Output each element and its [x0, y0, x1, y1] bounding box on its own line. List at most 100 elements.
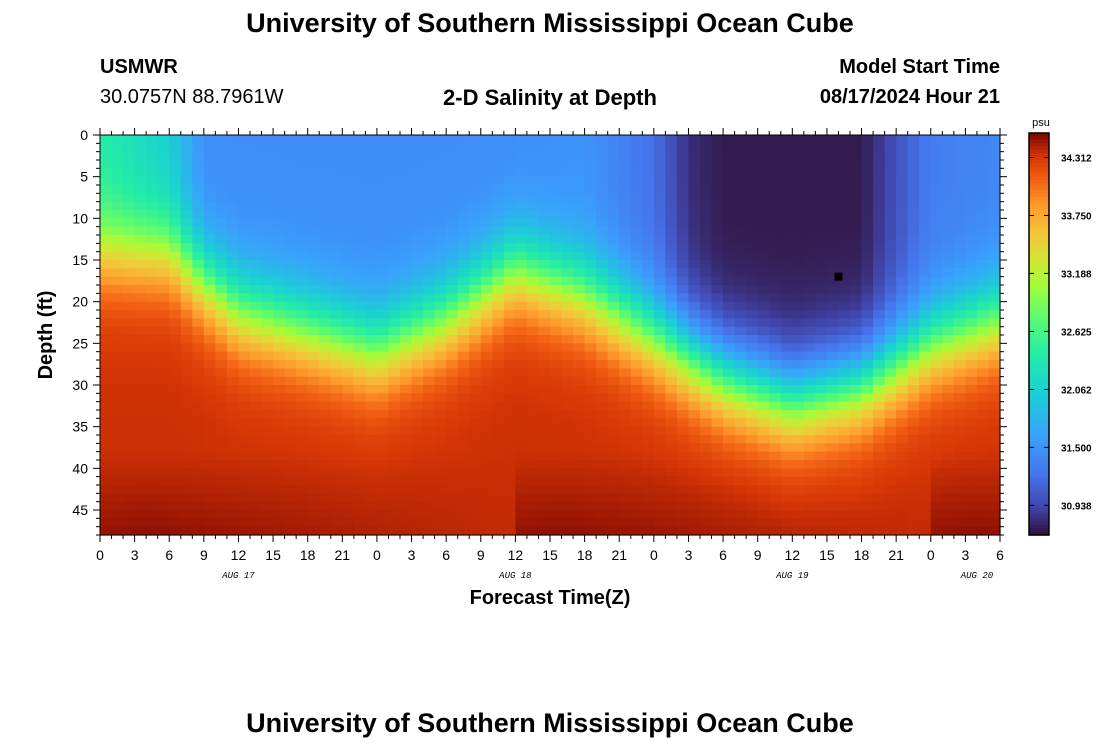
heatmap-cell — [446, 385, 459, 394]
colorbar-segment — [1029, 528, 1049, 533]
heatmap-cell — [642, 243, 655, 253]
heatmap-cell — [780, 351, 793, 361]
heatmap-cell — [861, 185, 874, 194]
heatmap-cell — [700, 418, 713, 428]
heatmap-cell — [930, 343, 943, 353]
heatmap-cell — [538, 310, 551, 319]
heatmap-cell — [169, 260, 182, 269]
heatmap-cell — [480, 226, 493, 236]
heatmap-cell — [434, 368, 447, 378]
heatmap-cell — [123, 285, 136, 294]
heatmap-cell — [942, 435, 955, 444]
heatmap-cell — [850, 210, 863, 219]
heatmap-cell — [919, 260, 932, 269]
heatmap-cell — [169, 168, 182, 178]
heatmap-cell — [838, 168, 851, 178]
heatmap-cell — [215, 501, 228, 511]
heatmap-cell — [919, 160, 932, 169]
heatmap-cell — [734, 460, 747, 469]
heatmap-cell — [238, 201, 251, 211]
heatmap-cell — [215, 318, 228, 328]
heatmap-cell — [515, 326, 528, 336]
heatmap-cell — [711, 201, 724, 211]
heatmap-cell — [596, 160, 609, 169]
heatmap-cell — [261, 493, 274, 503]
heatmap-cell — [803, 376, 816, 386]
heatmap-cell — [792, 410, 805, 419]
heatmap-cell — [400, 310, 413, 319]
heatmap-cell — [434, 251, 447, 261]
heatmap-cell — [861, 385, 874, 394]
heatmap-cell — [215, 168, 228, 178]
heatmap-cell — [688, 376, 701, 386]
heatmap-cell — [492, 343, 505, 353]
heatmap-cell — [734, 376, 747, 386]
heatmap-cell — [815, 293, 828, 303]
heatmap-cell — [100, 351, 113, 361]
heatmap-cell — [353, 168, 366, 178]
heatmap-cell — [630, 143, 643, 153]
heatmap-cell — [688, 335, 701, 344]
heatmap-cell — [515, 310, 528, 319]
heatmap-cell — [353, 385, 366, 394]
heatmap-cell — [988, 418, 1001, 428]
heatmap-cell — [203, 185, 216, 194]
heatmap-cell — [965, 193, 978, 203]
heatmap-cell — [365, 335, 378, 344]
heatmap-cell — [169, 293, 182, 303]
heatmap-cell — [411, 176, 424, 186]
heatmap-cell — [503, 251, 516, 261]
x-tick-label: 15 — [265, 547, 281, 563]
heatmap-cell — [584, 143, 597, 153]
heatmap-cell — [526, 476, 540, 486]
heatmap-cell — [169, 310, 182, 319]
colorbar-segment — [1029, 163, 1049, 168]
heatmap-cell — [215, 151, 228, 161]
heatmap-cell — [238, 435, 251, 444]
heatmap-cell — [584, 476, 597, 486]
heatmap-cell — [676, 485, 690, 494]
heatmap-cell — [988, 260, 1001, 269]
heatmap-cell — [342, 285, 355, 294]
heatmap-cell — [850, 260, 863, 269]
heatmap-cell — [538, 260, 551, 269]
heatmap-cell — [803, 285, 816, 294]
heatmap-cell — [388, 193, 401, 203]
heatmap-cell — [780, 293, 793, 303]
heatmap-cell — [146, 443, 159, 453]
model-start-value: 08/17/2024 Hour 21 — [819, 86, 1000, 108]
heatmap-cell — [665, 318, 678, 328]
heatmap-cell — [688, 176, 701, 186]
heatmap-cell — [376, 501, 390, 511]
heatmap-cell — [123, 235, 136, 244]
heatmap-cell — [573, 418, 586, 428]
colorbar-segment — [1029, 484, 1049, 489]
heatmap-cell — [157, 335, 170, 344]
colorbar-segment — [1029, 481, 1049, 486]
heatmap-cell — [826, 501, 840, 511]
heatmap-cell — [100, 251, 113, 261]
heatmap-cell — [619, 251, 632, 261]
heatmap-cell — [550, 160, 563, 169]
heatmap-cell — [146, 435, 159, 444]
heatmap-cell — [850, 185, 863, 194]
heatmap-cell — [815, 268, 828, 278]
heatmap-cell — [988, 410, 1001, 419]
heatmap-cell — [330, 401, 343, 411]
heatmap-cell — [296, 510, 309, 519]
heatmap-cell — [330, 393, 343, 403]
heatmap-cell — [284, 160, 297, 169]
heatmap-cell — [446, 226, 459, 236]
heatmap-cell — [376, 185, 390, 194]
heatmap-cell — [215, 393, 228, 403]
heatmap-cell — [423, 410, 436, 419]
heatmap-cell — [573, 201, 586, 211]
heatmap-cell — [573, 426, 586, 436]
heatmap-cell — [423, 435, 436, 444]
heatmap-cell — [469, 418, 482, 428]
heatmap-cell — [365, 326, 378, 336]
heatmap-cell — [215, 235, 228, 244]
heatmap-cell — [538, 526, 551, 536]
heatmap-cell — [630, 210, 643, 219]
heatmap-cell — [146, 151, 159, 161]
